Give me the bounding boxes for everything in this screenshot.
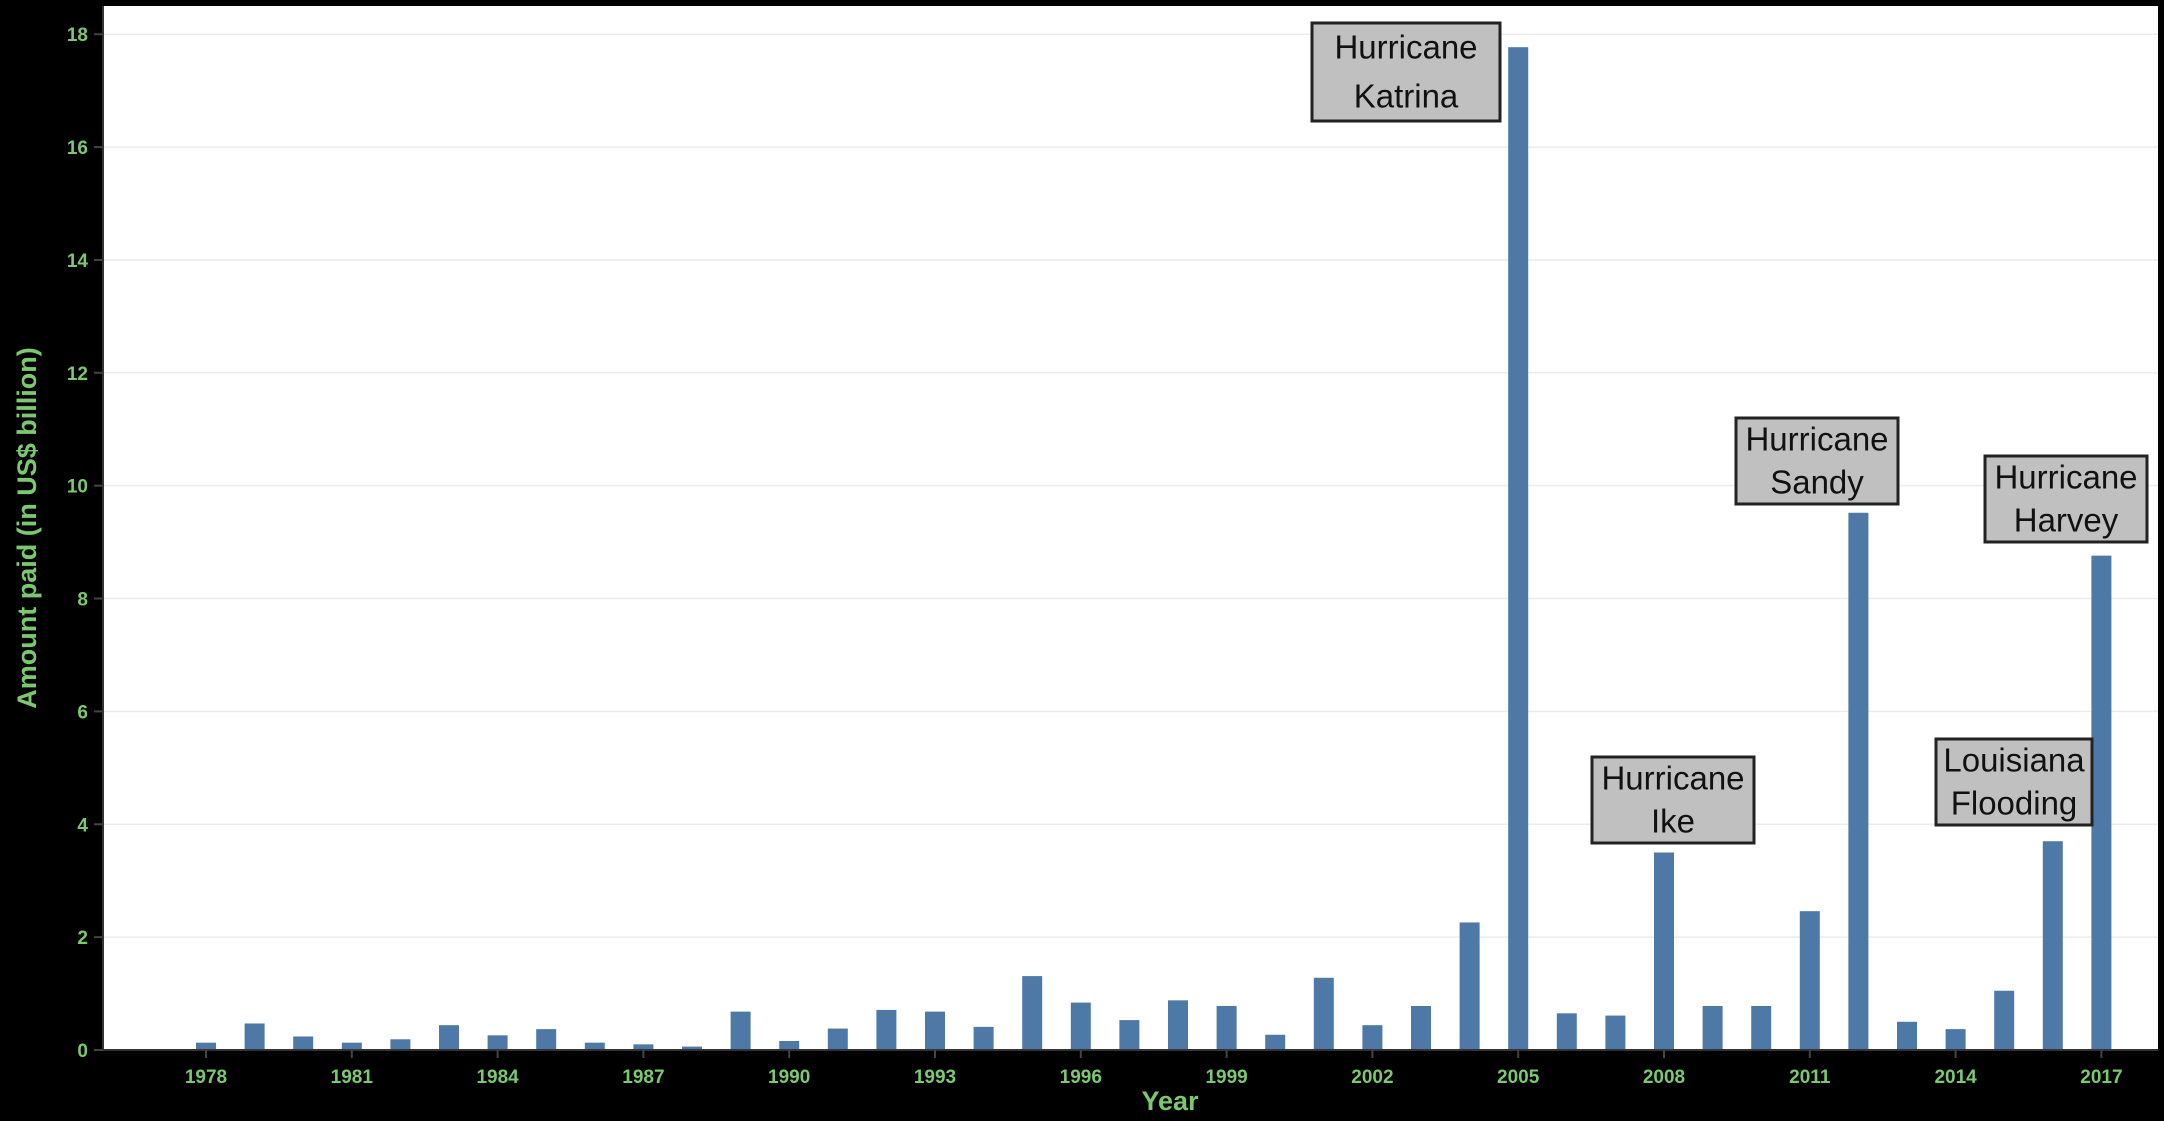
annotation-box: [1310, 21, 1502, 123]
x-tick-label: 1987: [622, 1067, 664, 1088]
x-tick-label: 2017: [2080, 1067, 2122, 1088]
bar-1985: [536, 1029, 557, 1050]
bar-1995: [1022, 976, 1043, 1050]
bar-1978: [196, 1042, 216, 1050]
annotation-text: Hurricane: [1994, 459, 2137, 496]
annotation-louisiana-flooding: Louisiana Flooding: [1934, 737, 2094, 827]
x-tick-label: 1981: [331, 1067, 374, 1088]
bar-1991: [827, 1028, 848, 1050]
bar-1994: [973, 1026, 994, 1050]
y-tick-label: 2: [77, 928, 88, 949]
x-tick-label: 1999: [1205, 1067, 1247, 1088]
bar-1992: [876, 1009, 897, 1050]
bar-1993: [925, 1011, 945, 1050]
y-tick-label: 0: [77, 1041, 88, 1062]
x-tick-label: 1990: [768, 1067, 810, 1088]
annotation-text: Hurricane: [1334, 29, 1477, 66]
annotation-hurricane-sandy: Hurricane Sandy: [1734, 416, 1900, 506]
x-tick-label: 2008: [1643, 1067, 1685, 1088]
bar-2016: [2042, 841, 2063, 1050]
y-tick-label: 8: [77, 590, 88, 611]
annotation-box: [1734, 416, 1900, 506]
y-tick-label: 14: [67, 251, 89, 272]
y-tick-label: 18: [67, 25, 88, 46]
bar-2008: [1654, 852, 1674, 1050]
bar-2015: [1994, 990, 2015, 1050]
annotation-text: Hurricane: [1745, 421, 1888, 458]
bar-2010: [1751, 1005, 1772, 1050]
annotation-hurricane-ike: Hurricane Ike: [1590, 755, 1756, 845]
plot-area: [103, 6, 2158, 1050]
y-tick-label: 10: [67, 477, 88, 498]
bar-2013: [1897, 1021, 1917, 1050]
bar-1979: [244, 1023, 265, 1050]
annotation-text: Sandy: [1770, 464, 1864, 501]
y-tick-label: 16: [67, 138, 88, 159]
bar-1984: [487, 1035, 508, 1050]
annotation-hurricane-harvey: Hurricane Harvey: [1983, 454, 2149, 544]
y-tick-label: 12: [67, 364, 88, 385]
x-tick-label: 1984: [476, 1067, 519, 1088]
annotation-text: Hurricane: [1601, 760, 1744, 797]
annotation-text: Harvey: [2014, 502, 2119, 539]
x-axis-title: Year: [1141, 1086, 1199, 1116]
bar-1988: [682, 1046, 702, 1050]
annotation-text: Louisiana: [1943, 742, 2085, 779]
bar-2001: [1313, 977, 1334, 1050]
y-tick-label: 4: [77, 815, 88, 836]
bar-2003: [1411, 1005, 1431, 1050]
bar-1986: [584, 1042, 605, 1050]
gridlines: [103, 33, 2158, 938]
bar-1982: [390, 1039, 411, 1050]
axes: 0 2 4 6 8 10 12 14 16 18 1978 1981 1984 1987 1990 1993 1…: [67, 6, 2158, 1088]
bar-1989: [730, 1011, 751, 1050]
bar-2009: [1702, 1005, 1723, 1050]
annotation-box: [1983, 454, 2149, 544]
bar-2017: [2091, 555, 2112, 1050]
bar-2011: [1799, 911, 1820, 1050]
annotations: Hurricane Katrina Hurricane Ike Hurricane San…: [1310, 21, 2149, 845]
annotation-text: Katrina: [1354, 78, 1459, 115]
bar-2004: [1459, 922, 1480, 1050]
bar-2014: [1945, 1029, 1966, 1050]
annotation-text: Ike: [1651, 803, 1695, 840]
x-tick-label: 1996: [1060, 1067, 1102, 1088]
bar-1980: [293, 1036, 314, 1050]
x-tick-label: 2005: [1497, 1067, 1540, 1088]
annotation-hurricane-katrina: Hurricane Katrina: [1310, 21, 1502, 123]
x-tick-label: 2014: [1934, 1067, 1977, 1088]
bar-2000: [1265, 1034, 1286, 1050]
bar-1981: [341, 1042, 362, 1050]
bar-2006: [1556, 1013, 1577, 1050]
bar-1999: [1216, 1005, 1237, 1050]
annotation-box: [1934, 737, 2094, 827]
bar-2002: [1362, 1025, 1383, 1050]
x-tick-label: 1993: [914, 1067, 956, 1088]
annotation-text: Flooding: [1951, 785, 2078, 822]
x-tick-label: 2011: [1789, 1067, 1831, 1088]
x-tick-label: 2002: [1351, 1067, 1393, 1088]
bar-1998: [1168, 1000, 1188, 1050]
bar-1996: [1070, 1002, 1091, 1050]
y-axis-title: Amount paid (in US$ billion): [12, 347, 42, 708]
y-tick-label: 6: [77, 702, 88, 723]
bars: [196, 47, 2112, 1050]
x-tick-label: 1978: [185, 1067, 227, 1088]
bar-2007: [1605, 1015, 1626, 1050]
bar-1983: [439, 1025, 459, 1050]
bar-1987: [633, 1044, 654, 1050]
bar-1990: [779, 1040, 800, 1050]
bar-2005: [1508, 47, 1529, 1050]
annotation-box: [1590, 755, 1756, 845]
bar-1997: [1119, 1020, 1140, 1050]
bar-2012: [1848, 512, 1869, 1050]
